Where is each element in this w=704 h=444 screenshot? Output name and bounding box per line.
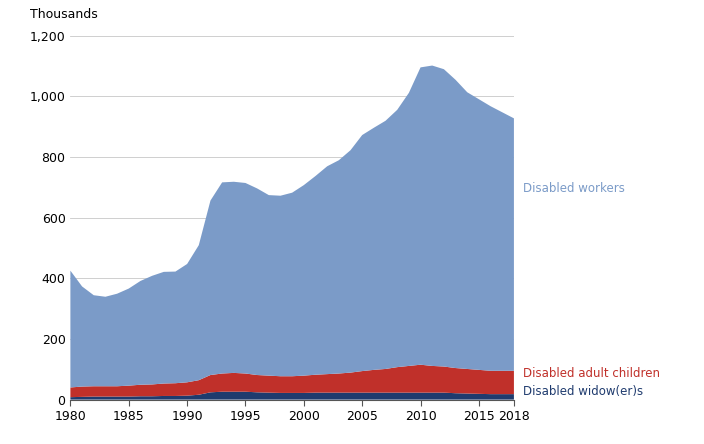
- Text: Disabled widow(er)s: Disabled widow(er)s: [523, 385, 643, 398]
- Text: Disabled adult children: Disabled adult children: [523, 367, 660, 380]
- Text: Thousands: Thousands: [30, 8, 99, 21]
- Text: Disabled workers: Disabled workers: [523, 182, 624, 195]
